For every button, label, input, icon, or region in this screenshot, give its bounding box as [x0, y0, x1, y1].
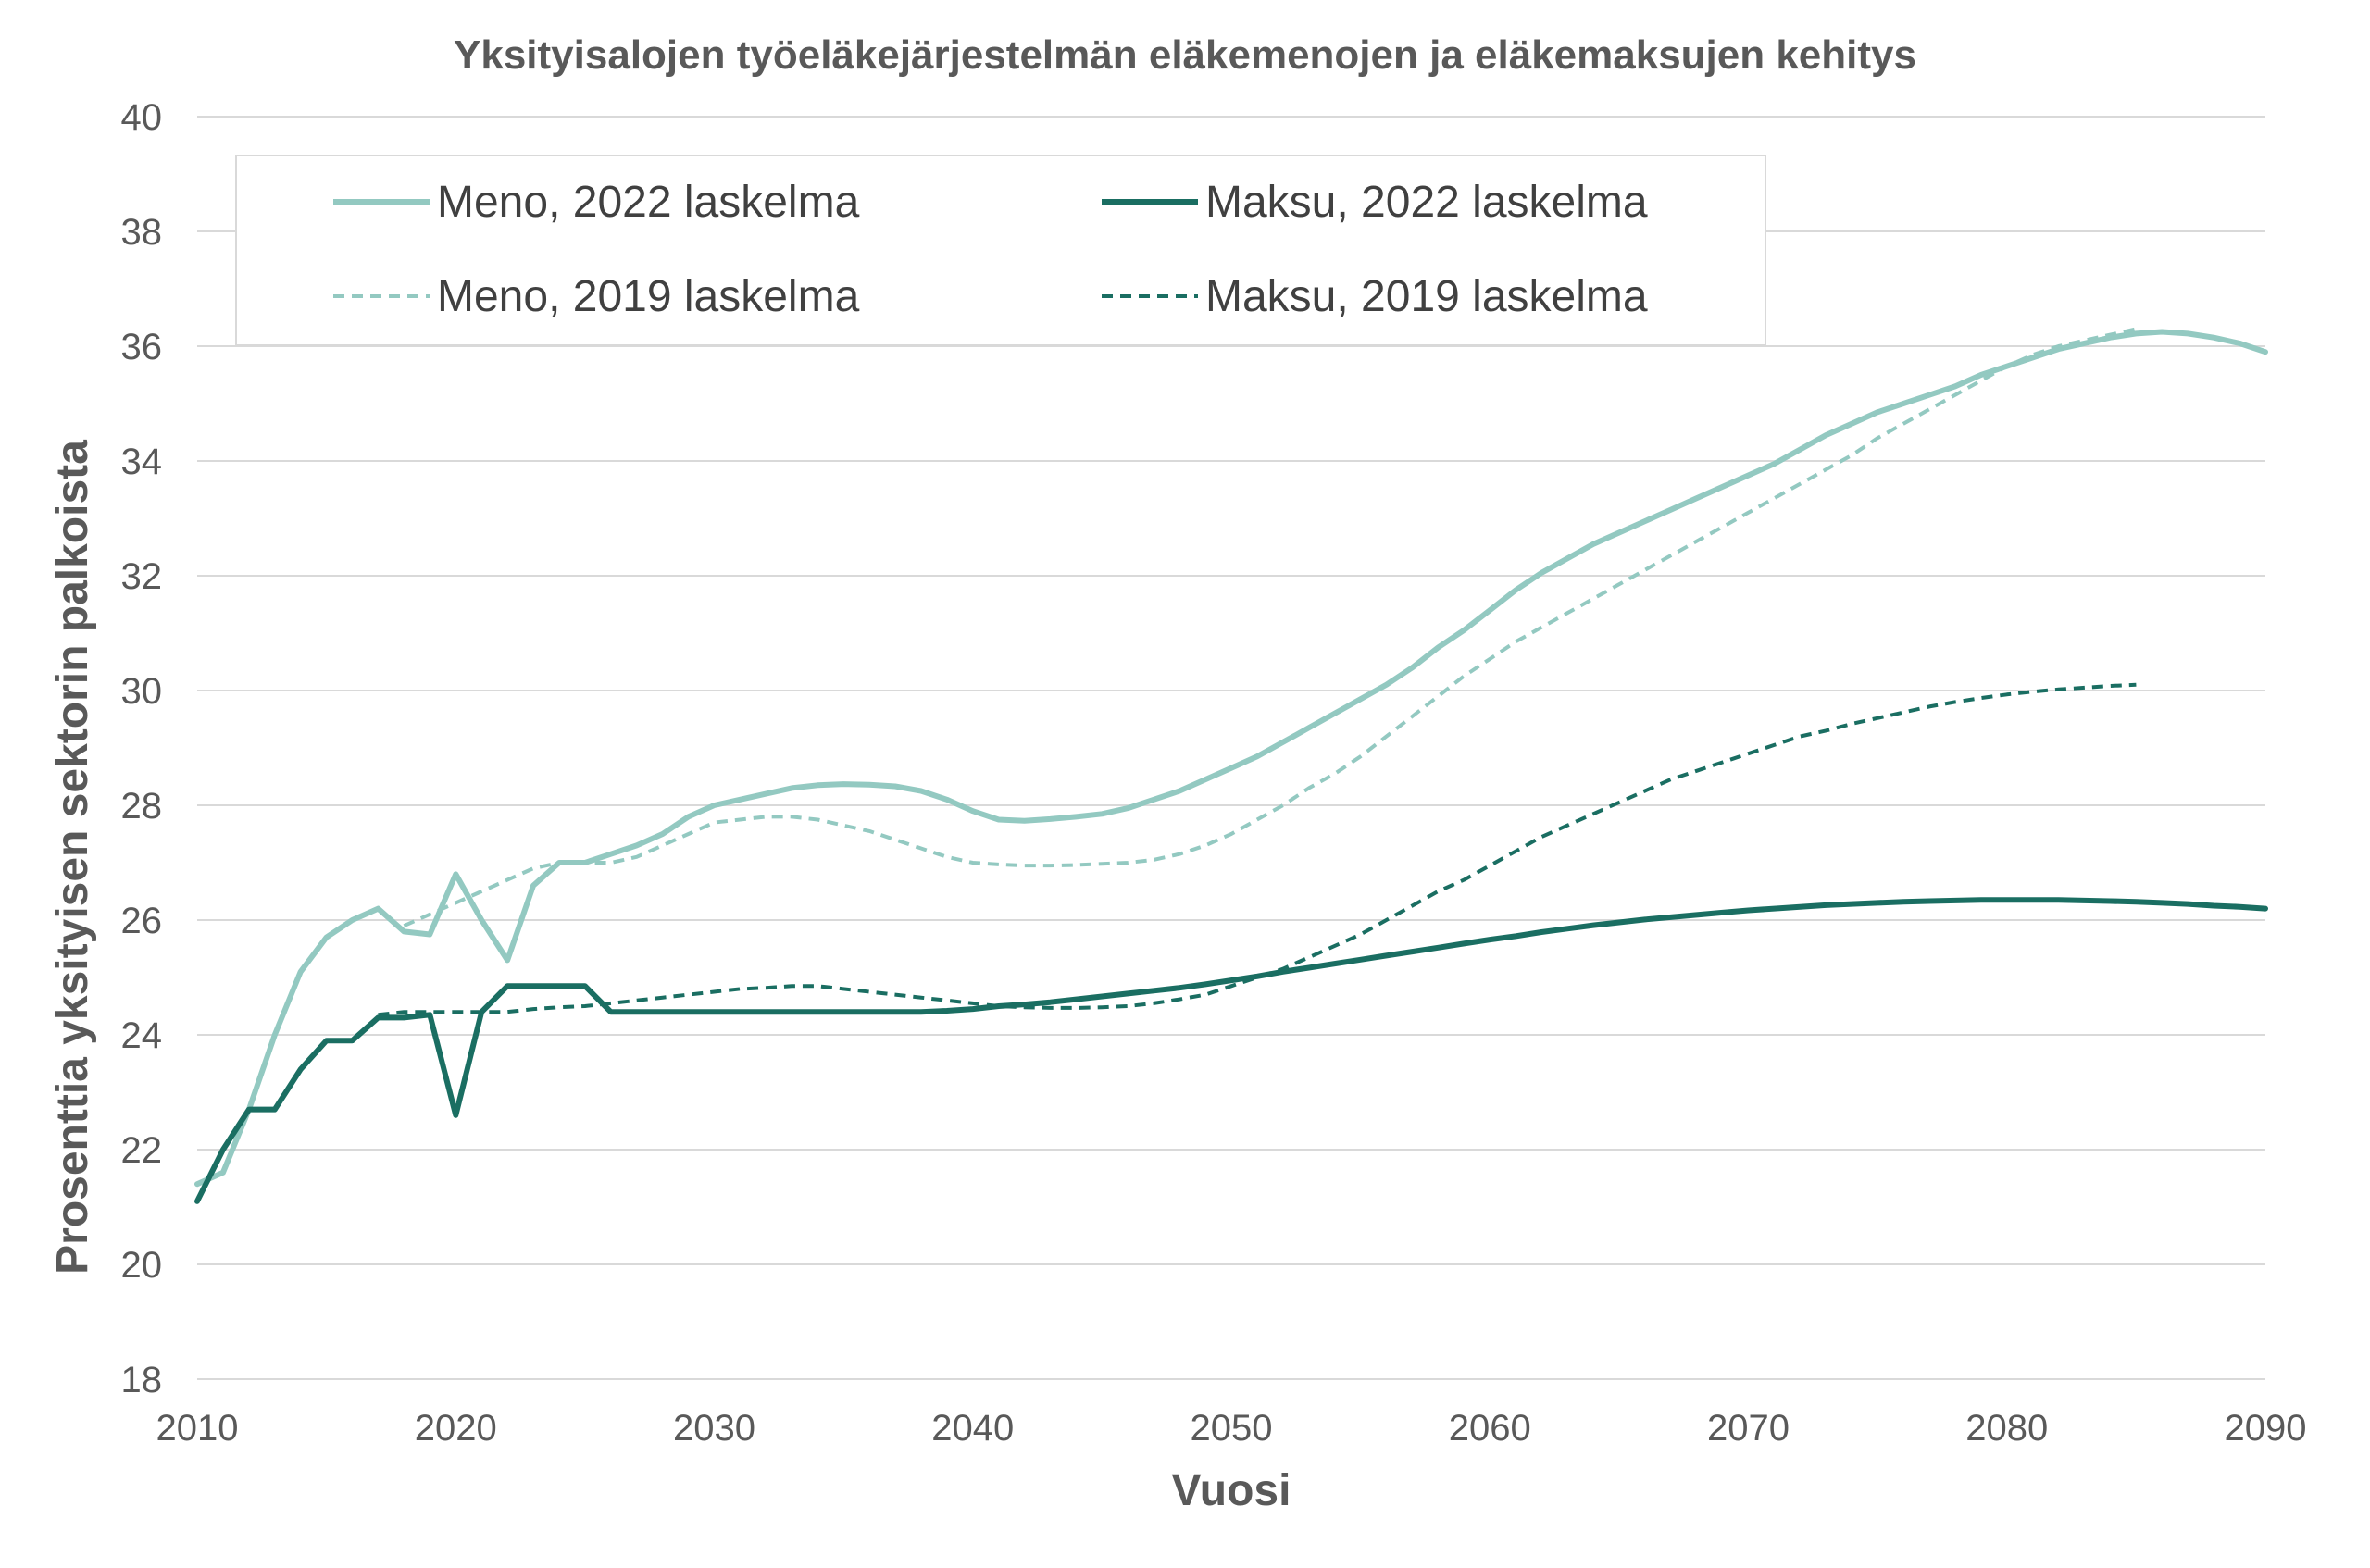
x-tick-label: 2020 — [415, 1408, 497, 1449]
chart-title: Yksityisalojen työeläkejärjestelmän eläk… — [454, 32, 1916, 78]
x-tick-label: 2030 — [673, 1408, 755, 1449]
y-tick-label: 38 — [121, 212, 163, 253]
legend-label-maksu-2019-laskelma: Maksu, 2019 laskelma — [1205, 272, 1648, 321]
x-axis-title: Vuosi — [1172, 1466, 1291, 1515]
y-axis-ticks: 18 20 22 24 26 28 30 32 34 36 38 40 — [121, 97, 163, 1400]
x-tick-label: 2090 — [2225, 1408, 2307, 1449]
x-tick-label: 2040 — [931, 1408, 1014, 1449]
y-tick-label: 40 — [121, 97, 163, 138]
series-line-maksu-2019-laskelma — [378, 682, 2137, 1017]
legend-items: Meno, 2022 laskelma Maksu, 2022 laskelma M… — [333, 178, 1648, 321]
y-tick-label: 26 — [121, 901, 163, 941]
legend-label-maksu-2022-laskelma: Maksu, 2022 laskelma — [1205, 178, 1648, 227]
x-tick-label: 2050 — [1191, 1408, 1273, 1449]
y-tick-label: 18 — [121, 1360, 163, 1400]
series-line-meno-2019-laskelma — [403, 327, 2137, 928]
x-tick-label: 2080 — [1965, 1408, 2048, 1449]
y-tick-label: 28 — [121, 786, 163, 827]
y-tick-label: 22 — [121, 1130, 163, 1171]
y-tick-label: 34 — [121, 442, 163, 482]
series-line-meno-2022-laskelma — [194, 329, 2268, 1188]
legend-box — [235, 155, 1766, 346]
legend: Meno, 2022 laskelma Maksu, 2022 laskelma M… — [235, 155, 1766, 346]
y-tick-label: 24 — [121, 1015, 163, 1056]
y-tick-label: 20 — [121, 1245, 163, 1286]
y-tick-label: 32 — [121, 556, 163, 597]
x-tick-label: 2010 — [156, 1408, 239, 1449]
y-axis-title: Prosenttia yksityisen sektorin palkoista — [48, 440, 97, 1275]
y-tick-label: 36 — [121, 327, 163, 367]
series-lines — [194, 327, 2268, 1204]
series-line-maksu-2022-laskelma — [194, 897, 2268, 1204]
y-tick-label: 30 — [121, 671, 163, 712]
x-tick-label: 2060 — [1449, 1408, 1531, 1449]
x-axis-ticks: 2010 2020 2030 2040 2050 2060 2070 2080 2090 — [156, 1408, 2307, 1449]
legend-label-meno-2022-laskelma: Meno, 2022 laskelma — [437, 178, 860, 227]
x-tick-label: 2070 — [1707, 1408, 1790, 1449]
legend-label-meno-2019-laskelma: Meno, 2019 laskelma — [437, 272, 860, 321]
